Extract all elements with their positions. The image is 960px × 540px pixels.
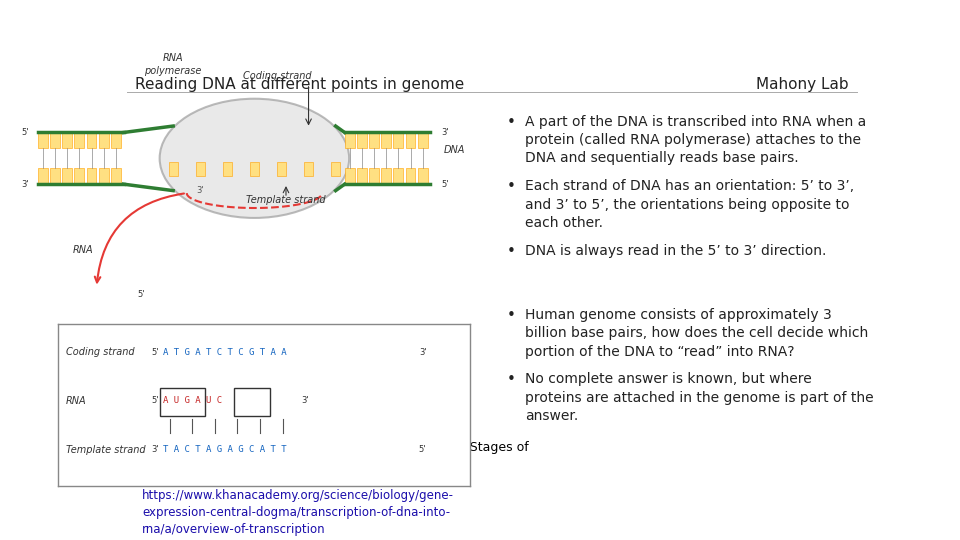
Text: RNA: RNA	[73, 245, 93, 255]
FancyBboxPatch shape	[86, 168, 96, 184]
Text: polymerase: polymerase	[145, 66, 202, 76]
FancyBboxPatch shape	[196, 162, 204, 176]
FancyBboxPatch shape	[381, 168, 391, 184]
Text: A part of the DNA is transcribed into RNA when a
protein (called RNA polymerase): A part of the DNA is transcribed into RN…	[525, 114, 867, 165]
FancyBboxPatch shape	[304, 162, 313, 176]
FancyBboxPatch shape	[37, 168, 48, 184]
FancyBboxPatch shape	[99, 132, 108, 149]
FancyBboxPatch shape	[277, 162, 286, 176]
FancyBboxPatch shape	[111, 132, 121, 149]
Text: RNA: RNA	[66, 396, 86, 406]
Text: https://www.khanacademy.org/science/biology/gene-
expression-central-dogma/trans: https://www.khanacademy.org/science/biol…	[142, 489, 454, 536]
FancyBboxPatch shape	[369, 132, 379, 149]
FancyBboxPatch shape	[345, 132, 354, 149]
FancyBboxPatch shape	[223, 162, 232, 176]
FancyBboxPatch shape	[37, 132, 48, 149]
FancyBboxPatch shape	[418, 132, 427, 149]
Text: Each strand of DNA has an orientation: 5’ to 3’,
and 3’ to 5’, the orientations : Each strand of DNA has an orientation: 5…	[525, 179, 854, 230]
Text: Coding strand: Coding strand	[66, 347, 134, 357]
FancyBboxPatch shape	[345, 168, 354, 184]
Text: DNA: DNA	[444, 145, 466, 156]
Text: 3': 3'	[21, 180, 29, 188]
Text: Template strand: Template strand	[246, 195, 325, 205]
Text: 5': 5'	[152, 348, 158, 357]
FancyBboxPatch shape	[381, 132, 391, 149]
FancyBboxPatch shape	[418, 168, 427, 184]
Text: 3': 3'	[301, 396, 309, 406]
Text: 5': 5'	[21, 128, 29, 137]
FancyBboxPatch shape	[394, 132, 403, 149]
Text: 5': 5'	[419, 445, 426, 454]
Text: •: •	[507, 373, 516, 388]
Text: , 2020.: , 2020.	[269, 474, 313, 488]
Text: •: •	[507, 114, 516, 130]
Text: 5': 5'	[152, 396, 158, 406]
FancyBboxPatch shape	[62, 168, 72, 184]
FancyBboxPatch shape	[331, 162, 340, 176]
Ellipse shape	[159, 99, 349, 218]
Text: A U G A U C: A U G A U C	[163, 396, 222, 406]
FancyBboxPatch shape	[394, 168, 403, 184]
Text: A T G A T C T C G T A A: A T G A T C T C G T A A	[163, 348, 286, 357]
Text: 3': 3'	[419, 348, 426, 357]
FancyBboxPatch shape	[405, 168, 416, 184]
Text: Khan Academy: Khan Academy	[191, 458, 284, 471]
Text: Mahony Lab: Mahony Lab	[756, 77, 849, 92]
FancyBboxPatch shape	[74, 132, 84, 149]
FancyBboxPatch shape	[86, 132, 96, 149]
Text: •: •	[507, 244, 516, 259]
FancyBboxPatch shape	[74, 168, 84, 184]
Text: •: •	[507, 308, 516, 323]
FancyBboxPatch shape	[250, 162, 259, 176]
FancyBboxPatch shape	[357, 168, 367, 184]
Text: No complete answer is known, but where
proteins are attached in the genome is pa: No complete answer is known, but where p…	[525, 373, 875, 423]
FancyBboxPatch shape	[111, 168, 121, 184]
FancyBboxPatch shape	[99, 168, 108, 184]
Text: RNA: RNA	[163, 53, 183, 64]
Text: 3': 3'	[442, 128, 449, 137]
Text: 3': 3'	[197, 186, 204, 195]
Text: •: •	[507, 179, 516, 194]
Text: nd: nd	[260, 463, 273, 472]
Text: . Accessed, June
2: . Accessed, June 2	[245, 458, 347, 489]
Text: 3': 3'	[151, 445, 158, 454]
Text: Human genome consists of approximately 3
billion base pairs, how does the cell d: Human genome consists of approximately 3…	[525, 308, 869, 359]
FancyBboxPatch shape	[369, 168, 379, 184]
FancyBboxPatch shape	[50, 168, 60, 184]
Text: Reading DNA at different points in genome: Reading DNA at different points in genom…	[134, 77, 464, 92]
Text: 5': 5'	[442, 180, 449, 188]
FancyBboxPatch shape	[357, 132, 367, 149]
Text: DNA is always read in the 5’ to 3’ direction.: DNA is always read in the 5’ to 3’ direc…	[525, 244, 827, 258]
Text: 5': 5'	[138, 291, 145, 300]
Text: Untitled. “Overview of transcription” under “Stages of
Transcription: 2. Elongat: Untitled. “Overview of transcription” un…	[191, 441, 528, 471]
FancyBboxPatch shape	[405, 132, 416, 149]
FancyBboxPatch shape	[62, 132, 72, 149]
FancyBboxPatch shape	[169, 162, 178, 176]
Text: T A C T A G A G C A T T: T A C T A G A G C A T T	[163, 445, 286, 454]
Text: Coding strand: Coding strand	[243, 71, 311, 81]
Text: Figure 2:: Figure 2:	[142, 441, 210, 454]
Text: Template strand: Template strand	[66, 444, 146, 455]
FancyBboxPatch shape	[50, 132, 60, 149]
